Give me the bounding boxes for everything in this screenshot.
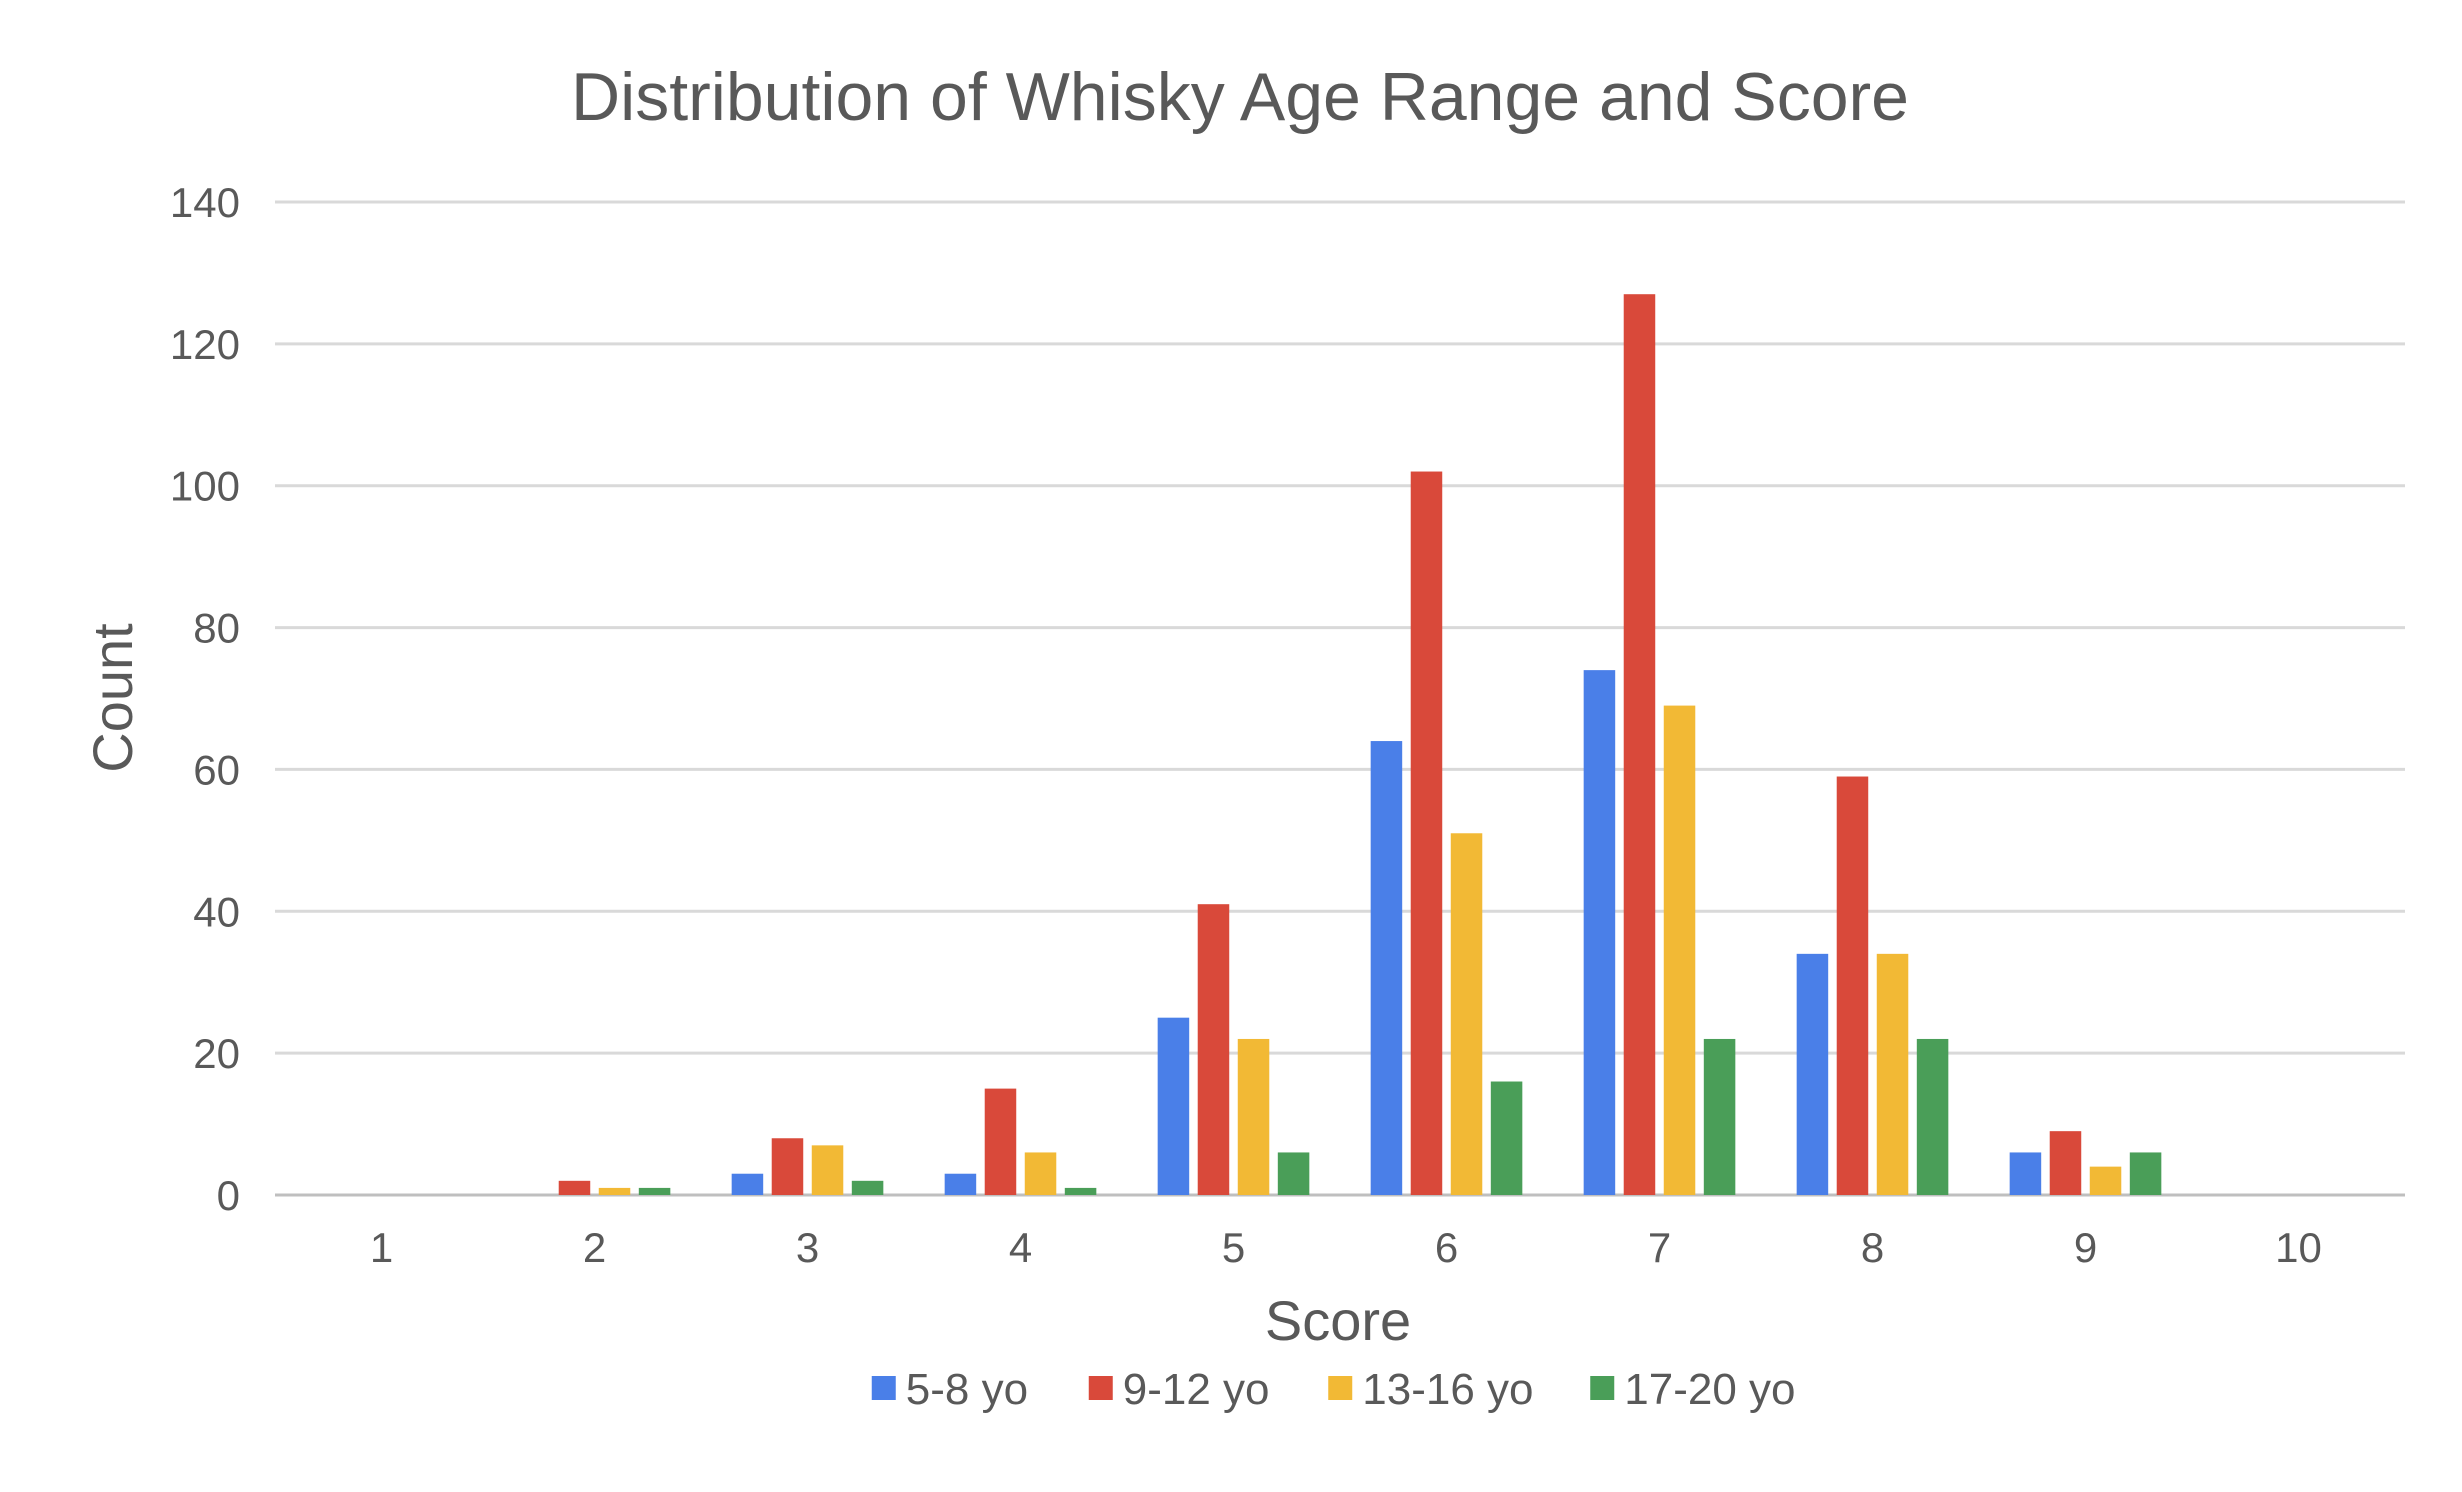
bar-17-20yo-score-4 <box>1064 1187 1097 1195</box>
bar-13-16yo-score-4 <box>1024 1152 1057 1195</box>
bar-9-12yo-score-5 <box>1197 904 1230 1195</box>
bar-9-12yo-score-6 <box>1410 471 1443 1195</box>
y-tick-label: 60 <box>193 746 240 793</box>
legend-item: 13-16 yo <box>1328 1365 1533 1414</box>
bar-17-20yo-score-8 <box>1916 1038 1949 1195</box>
legend-swatch <box>1590 1376 1615 1400</box>
y-tick-label: 0 <box>217 1172 240 1219</box>
bar-5-8yo-score-7 <box>1583 670 1616 1195</box>
bar-13-16yo-score-3 <box>811 1145 844 1195</box>
bar-5-8yo-score-3 <box>731 1173 764 1195</box>
bar-13-16yo-score-5 <box>1237 1038 1270 1195</box>
y-axis-ticks: 0 20 40 60 80 100 120 140 <box>170 179 240 1219</box>
x-tick-label: 4 <box>1009 1224 1032 1271</box>
legend-swatch <box>1088 1376 1113 1400</box>
legend: 5-8 yo 9-12 yo 13-16 yo 17-20 yo <box>871 1365 1795 1414</box>
bar-9-12yo-score-9 <box>2049 1131 2082 1195</box>
legend-item: 9-12 yo <box>1088 1365 1270 1414</box>
x-tick-label: 6 <box>1435 1224 1458 1271</box>
x-tick-label: 7 <box>1648 1224 1671 1271</box>
y-tick-label: 100 <box>170 463 240 510</box>
x-tick-label: 5 <box>1222 1224 1245 1271</box>
legend-label: 13-16 yo <box>1362 1365 1533 1414</box>
bar-17-20yo-score-9 <box>2129 1152 2162 1195</box>
bar-5-8yo-score-4 <box>944 1173 977 1195</box>
legend-label: 17-20 yo <box>1624 1365 1795 1414</box>
y-tick-label: 120 <box>170 321 240 368</box>
bar-13-16yo-score-8 <box>1876 953 1909 1195</box>
x-tick-label: 10 <box>2275 1224 2322 1271</box>
x-tick-label: 9 <box>2074 1224 2097 1271</box>
legend-swatch <box>1328 1376 1353 1400</box>
bar-17-20yo-score-3 <box>851 1180 884 1195</box>
x-tick-label: 1 <box>370 1224 393 1271</box>
bar-5-8yo-score-6 <box>1370 741 1403 1195</box>
x-tick-label: 3 <box>796 1224 819 1271</box>
y-tick-label: 80 <box>193 605 240 652</box>
y-tick-label: 20 <box>193 1030 240 1077</box>
bar-17-20yo-score-5 <box>1277 1152 1310 1195</box>
x-axis-title: Score <box>1265 1289 1411 1352</box>
bar-9-12yo-score-2 <box>558 1180 591 1195</box>
bar-17-20yo-score-7 <box>1703 1038 1736 1195</box>
bar-13-16yo-score-6 <box>1450 833 1483 1195</box>
bars <box>558 294 2162 1195</box>
bar-9-12yo-score-3 <box>771 1138 804 1195</box>
x-tick-label: 8 <box>1861 1224 1884 1271</box>
legend-label: 5-8 yo <box>906 1365 1028 1414</box>
bar-5-8yo-score-5 <box>1157 1017 1190 1195</box>
legend-item: 17-20 yo <box>1590 1365 1795 1414</box>
bar-5-8yo-score-8 <box>1796 953 1829 1195</box>
bar-9-12yo-score-7 <box>1623 294 1656 1195</box>
x-tick-label: 2 <box>583 1224 606 1271</box>
bar-5-8yo-score-9 <box>2009 1152 2042 1195</box>
bar-13-16yo-score-9 <box>2089 1166 2122 1195</box>
legend-label: 9-12 yo <box>1123 1365 1270 1414</box>
legend-item: 5-8 yo <box>871 1365 1028 1414</box>
bar-9-12yo-score-4 <box>984 1088 1017 1195</box>
y-axis-title: Count <box>81 623 144 773</box>
bar-9-12yo-score-8 <box>1836 776 1869 1195</box>
bar-17-20yo-score-6 <box>1490 1081 1523 1195</box>
bar-13-16yo-score-2 <box>598 1187 631 1195</box>
y-tick-label: 40 <box>193 888 240 935</box>
bar-13-16yo-score-7 <box>1663 705 1696 1195</box>
y-tick-label: 140 <box>170 179 240 226</box>
bar-17-20yo-score-2 <box>638 1187 671 1195</box>
legend-swatch <box>871 1376 896 1400</box>
gridlines <box>275 200 2405 1197</box>
x-axis-ticks: 1 2 3 4 5 6 7 8 9 10 <box>370 1224 2322 1271</box>
chart-title: Distribution of Whisky Age Range and Sco… <box>571 59 1909 135</box>
